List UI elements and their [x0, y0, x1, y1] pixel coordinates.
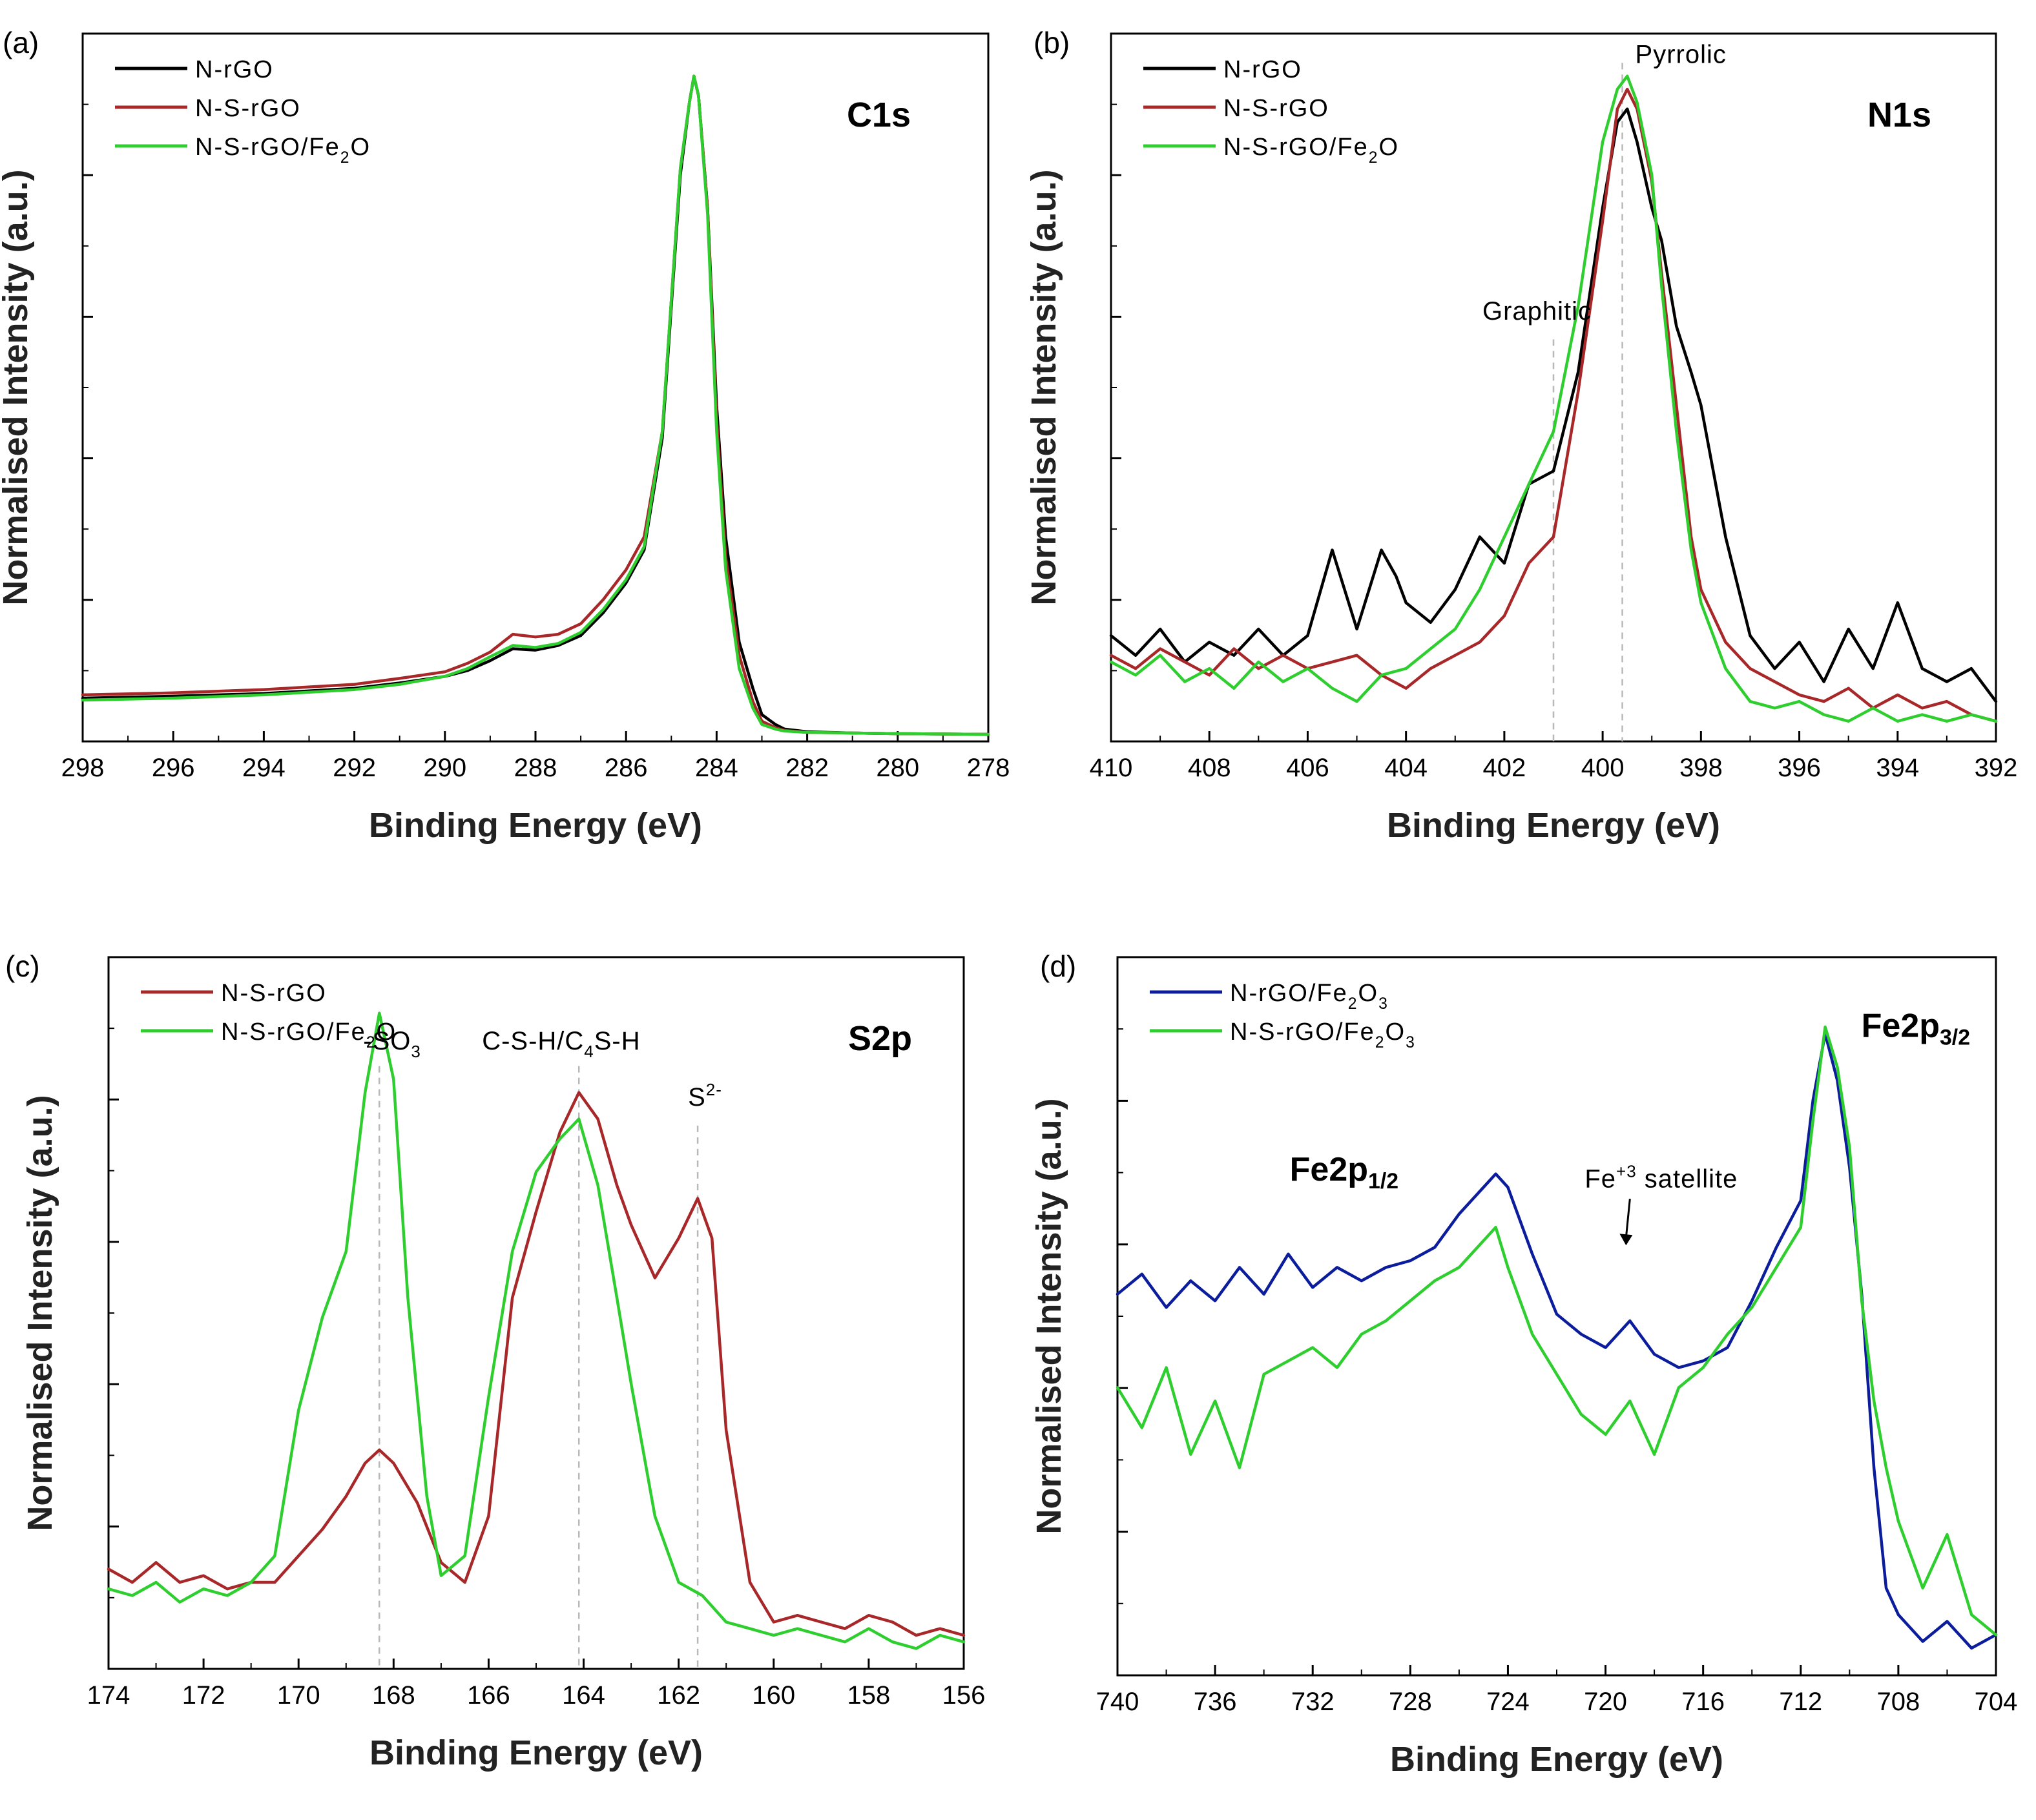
annotation-arrowhead	[1619, 1234, 1633, 1246]
x-tick-label: 704	[1975, 1688, 2018, 1716]
legend-label: N-S-rGO/Fe2O	[195, 134, 371, 167]
legend-label: N-S-rGO/Fe2O	[221, 1019, 397, 1051]
x-tick-label: 392	[1975, 754, 2018, 782]
x-tick-label: 280	[876, 754, 919, 782]
x-tick-label: 282	[785, 754, 829, 782]
x-tick-label: 278	[967, 754, 1010, 782]
x-tick-label: 168	[372, 1681, 415, 1710]
x-tick-label: 728	[1389, 1688, 1432, 1716]
x-tick-label: 172	[182, 1681, 225, 1710]
legend: N-rGO N-S-rGO N-S-rGO/Fe2O	[115, 56, 371, 167]
legend: N-rGO N-S-rGO N-S-rGO/Fe2O	[1143, 56, 1399, 167]
x-tick-label: 156	[942, 1681, 986, 1710]
x-tick-label: 292	[333, 754, 376, 782]
annotation-label: Pyrrolic	[1636, 40, 1727, 68]
x-tick-label: 296	[152, 754, 195, 782]
x-tick-label: 720	[1584, 1688, 1627, 1716]
y-axis-title: Normalised Intensity (a.u.)	[1024, 169, 1063, 605]
legend-label: N-rGO/Fe2O3	[1230, 980, 1389, 1013]
x-tick-label: 170	[277, 1681, 320, 1710]
x-tick-label: 294	[242, 754, 286, 782]
legend-label: N-rGO	[195, 56, 274, 83]
series-line-n-s-rgo-fe2o	[81, 74, 990, 736]
x-tick-label: 160	[752, 1681, 795, 1710]
series-line-n-s-rgo-fe2o3	[1116, 1025, 1998, 1637]
x-tick-label: 162	[657, 1681, 700, 1710]
panel-a: 298 296 294 292 290 288 286 284 282 280 278 Binding…	[0, 26, 1010, 845]
x-tick-label: 402	[1483, 754, 1526, 782]
x-tick-label: 404	[1384, 754, 1428, 782]
legend-label: N-S-rGO/Fe2O	[1223, 134, 1399, 167]
x-tick-label: 708	[1877, 1688, 1920, 1716]
annotation-arrow	[1625, 1199, 1631, 1238]
annotation-label: Fe2p3/2	[1862, 1008, 1970, 1050]
x-tick-label: 716	[1681, 1688, 1725, 1716]
x-axis-title: Binding Energy (eV)	[369, 1733, 703, 1772]
panel-label: (a)	[3, 26, 39, 59]
annotation-label: Fe2p1/2	[1290, 1151, 1398, 1194]
series-line-n-rgo-fe2o3	[1116, 1032, 1998, 1650]
x-tick-label: 712	[1779, 1688, 1822, 1716]
legend-label: N-S-rGO	[195, 95, 301, 122]
x-tick-label: 740	[1096, 1688, 1139, 1716]
annotation-label: -SO3	[363, 1027, 421, 1061]
x-tick-label: 396	[1778, 754, 1821, 782]
x-tick-label: 736	[1194, 1688, 1237, 1716]
core-level-title: C1s	[847, 96, 911, 134]
x-tick-label: 732	[1291, 1688, 1335, 1716]
x-tick-label: 724	[1486, 1688, 1530, 1716]
legend-label: N-rGO	[1223, 56, 1302, 83]
x-tick-label: 174	[87, 1681, 130, 1710]
x-axis-title: Binding Energy (eV)	[1390, 1740, 1723, 1779]
x-tick-label: 166	[467, 1681, 510, 1710]
annotation-label: Fe+3 satellite	[1584, 1161, 1738, 1193]
x-tick-label: 406	[1286, 754, 1329, 782]
x-tick-label: 398	[1679, 754, 1723, 782]
y-axis-title: Normalised Intensity (a.u.)	[1030, 1098, 1068, 1534]
panel-c: 174 172 170 168 166 164 162 160 158 156 Binding En…	[5, 949, 985, 1772]
x-tick-label: 158	[847, 1681, 891, 1710]
legend-label: N-S-rGO	[221, 980, 327, 1007]
y-axis-title: Normalised Intensity (a.u.)	[0, 169, 35, 605]
panel-label: (d)	[1040, 949, 1076, 983]
annotation-label: Graphitic	[1482, 297, 1592, 326]
x-tick-label: 408	[1188, 754, 1231, 782]
series-line-n-s-rgo-fe2o	[107, 1011, 966, 1650]
series-line-n-rgo	[1109, 107, 1998, 703]
x-tick-label: 284	[695, 754, 738, 782]
legend: N-S-rGO N-S-rGO/Fe2O	[141, 980, 397, 1051]
legend-label: N-S-rGO	[1223, 95, 1329, 122]
series-line-n-s-rgo	[81, 74, 990, 736]
x-tick-label: 400	[1581, 754, 1625, 782]
panel-b: 410 408 406 404 402 400 398 396 394 392 Binding En…	[1024, 26, 2017, 845]
plot-frame	[107, 956, 965, 1670]
series-line-n-s-rgo	[107, 1091, 966, 1637]
x-tick-label: 410	[1090, 754, 1133, 782]
x-tick-label: 298	[61, 754, 105, 782]
x-tick-label: 290	[423, 754, 466, 782]
core-level-title: S2p	[848, 1019, 912, 1058]
legend-label: N-S-rGO/Fe2O3	[1230, 1019, 1416, 1051]
x-axis-title: Binding Energy (eV)	[369, 806, 702, 845]
legend: N-rGO/Fe2O3 N-S-rGO/Fe2O3	[1150, 980, 1416, 1051]
x-tick-label: 286	[605, 754, 648, 782]
panel-label: (b)	[1034, 26, 1070, 59]
x-tick-label: 394	[1876, 754, 1919, 782]
annotation-label: S2-	[688, 1080, 722, 1112]
core-level-title: N1s	[1867, 96, 1931, 134]
x-axis-title: Binding Energy (eV)	[1387, 806, 1720, 845]
x-tick-label: 288	[514, 754, 557, 782]
x-tick-label: 164	[562, 1681, 605, 1710]
panel-label: (c)	[5, 949, 40, 983]
panel-d: 740 736 732 728 724 720 716 712 708 704 Binding En…	[1030, 949, 2017, 1779]
annotation-label: C-S-H/C4S-H	[482, 1027, 640, 1061]
y-axis-title: Normalised Intensity (a.u.)	[21, 1095, 59, 1531]
series-line-n-s-rgo	[1109, 87, 1998, 723]
series-line-n-s-rgo-fe2o	[1109, 74, 1998, 723]
